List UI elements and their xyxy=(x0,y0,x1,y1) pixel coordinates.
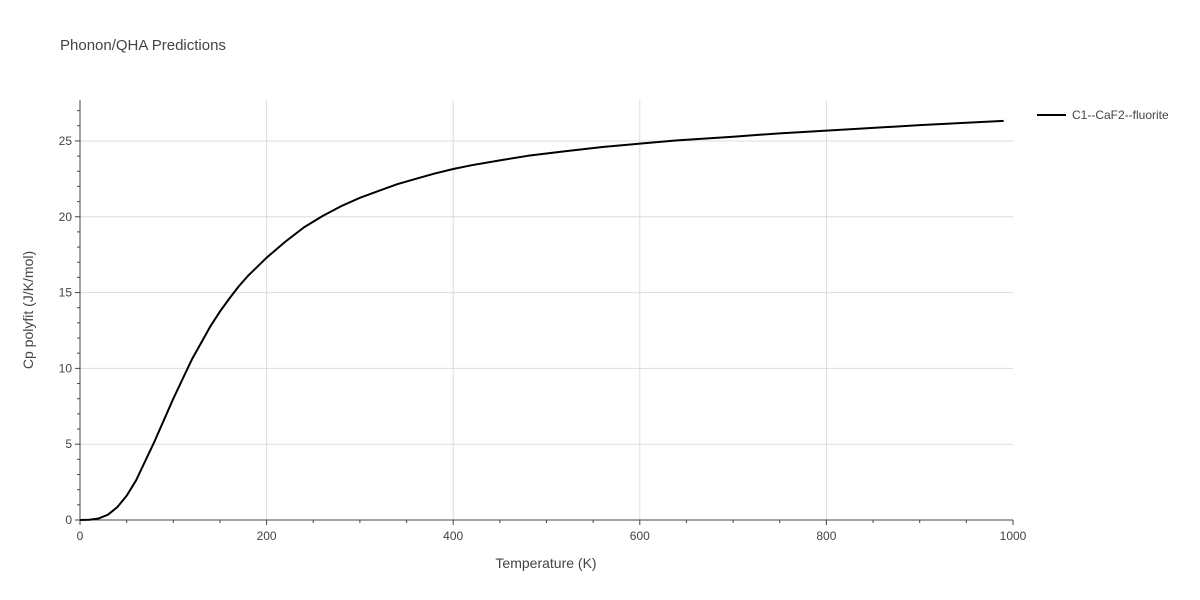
y-ticks: 0 5 10 15 20 25 xyxy=(59,110,80,527)
y-tick-label: 20 xyxy=(59,210,73,224)
x-tick-label: 200 xyxy=(257,529,277,543)
x-ticks: 0 200 400 600 800 1000 xyxy=(77,520,1027,543)
chart-title: Phonon/QHA Predictions xyxy=(60,37,226,54)
grid xyxy=(80,100,1013,520)
y-tick-label: 0 xyxy=(65,513,72,527)
y-tick-label: 5 xyxy=(65,437,72,451)
y-axis-label: Cp polyfit (J/K/mol) xyxy=(20,251,36,369)
x-tick-label: 0 xyxy=(77,529,84,543)
y-tick-label: 10 xyxy=(59,361,73,375)
x-tick-label: 400 xyxy=(443,529,463,543)
series-layer xyxy=(79,119,1004,521)
y-tick-label: 15 xyxy=(59,286,73,300)
x-tick-label: 1000 xyxy=(1000,529,1027,543)
legend-label: C1--CaF2--fluorite xyxy=(1072,108,1169,122)
x-tick-label: 600 xyxy=(630,529,650,543)
y-tick-label: 25 xyxy=(59,134,73,148)
series-line-0[interactable] xyxy=(79,119,1004,521)
x-tick-label: 800 xyxy=(816,529,836,543)
x-axis-label: Temperature (K) xyxy=(495,555,596,571)
legend[interactable]: C1--CaF2--fluorite xyxy=(1037,108,1169,122)
